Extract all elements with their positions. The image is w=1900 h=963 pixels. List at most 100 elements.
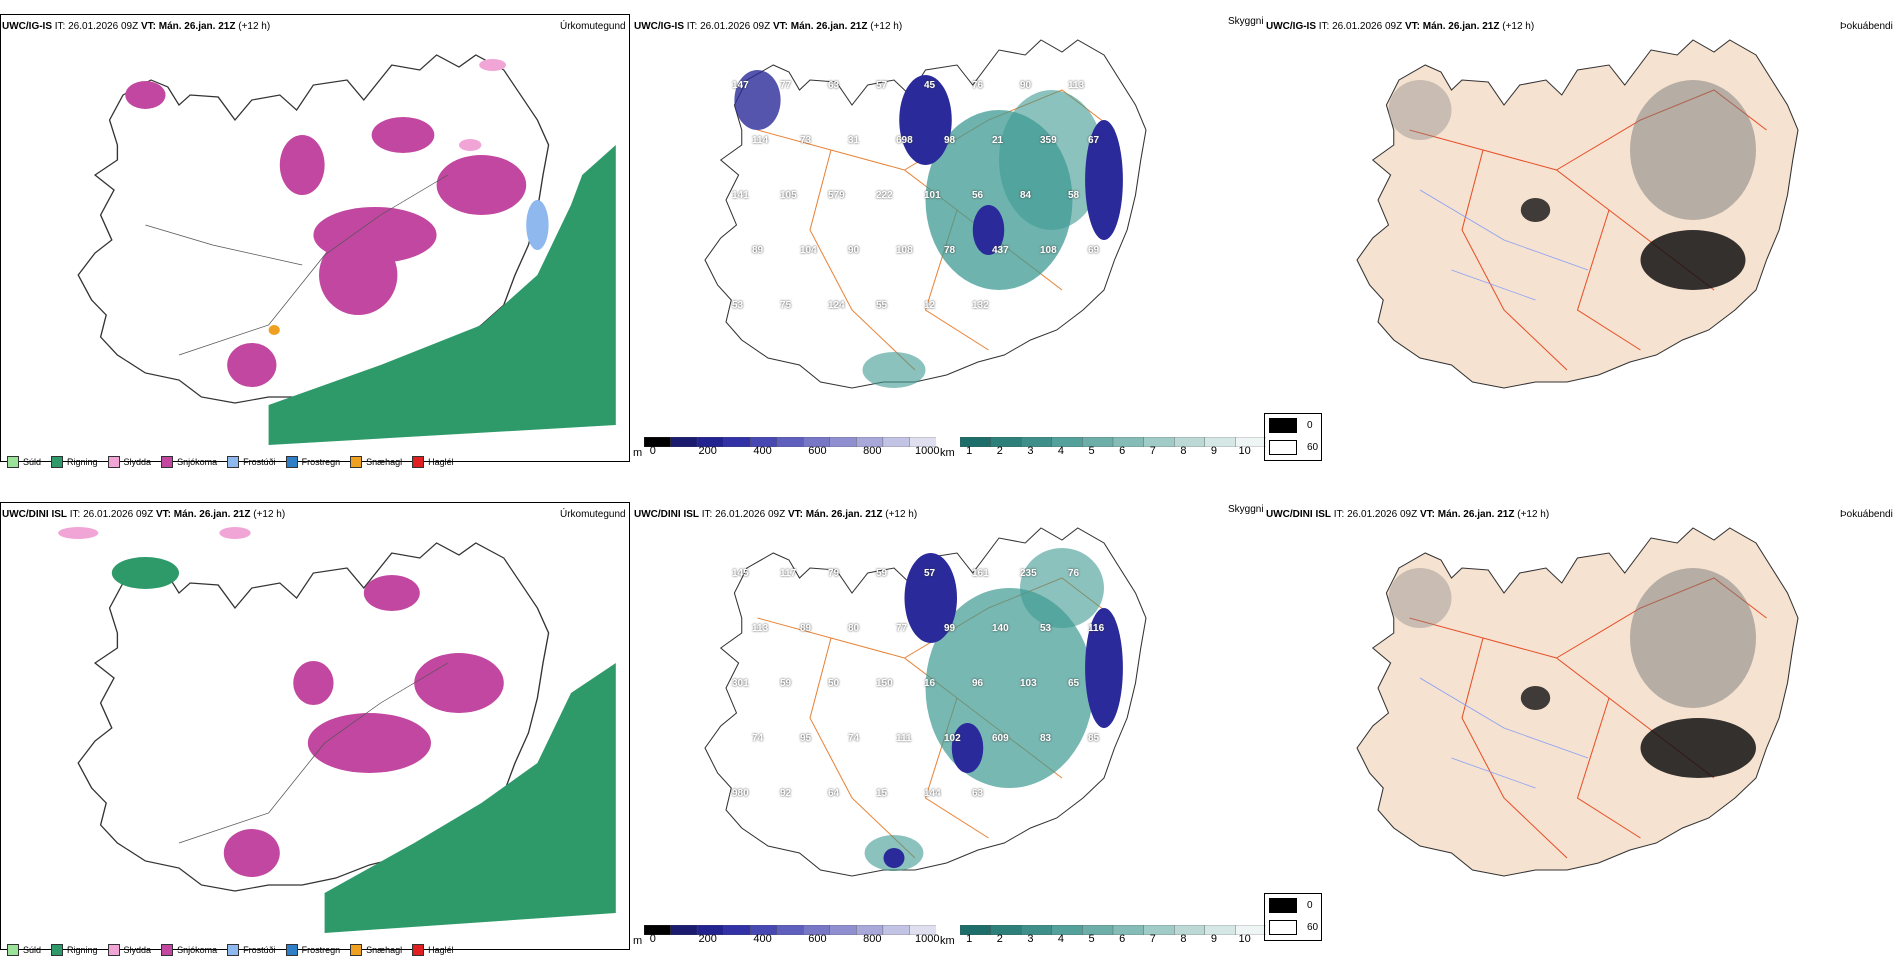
colorbar-segment [644,925,672,935]
colorbar-tick-label: 200 [698,933,717,945]
rain-area [268,145,616,445]
visibility-value-label: 76 [1068,568,1080,579]
visibility-value-label: 15 [876,788,888,799]
road-line [178,662,449,844]
model-row-dini-isl: Súld Rigning Slydda Snjókoma Frostúði Fr… [0,488,1900,963]
fog-swatch [1269,440,1297,455]
precip-legend: Súld Rigning Slydda Snjókoma Frostúði Fr… [7,937,463,963]
legend-item: Rigning [51,456,98,468]
legend-item: Snæhagl [350,944,402,956]
visibility-value-label: 105 [780,190,797,201]
visibility-value-label: 144 [924,788,941,799]
snow-area [436,155,527,215]
legend-swatch [107,456,120,468]
visibility-value-label: 78 [944,245,956,256]
visibility-value-label: 16 [924,678,936,689]
panel-title: UWC/DINI ISL IT: 26.01.2026 09Z VT: Mán.… [2,509,285,520]
legend-swatch [412,944,425,956]
fog-swatch [1269,418,1297,433]
legend-item: Súld [7,944,41,956]
vis-deep-area [972,205,1005,255]
colorbar-tick-label: 200 [698,445,717,457]
colorbar-segment [1021,437,1053,447]
visibility-value-label: 124 [828,300,845,311]
visibility-value-label: 95 [800,733,812,744]
fog-map [1356,527,1799,877]
visibility-value-label: 113 [752,623,769,634]
visibility-value-label: 74 [848,733,860,744]
legend-label: Haglél [428,945,454,955]
visibility-value-label: 65 [1068,678,1080,689]
visibility-value-label: 147 [732,80,749,91]
colorbar-tick-label: 1 [966,933,973,945]
precip-map [58,527,616,933]
fog-area [1640,718,1756,778]
legend-swatch [412,456,425,468]
colorbar-km [960,437,1266,447]
visibility-value-label: 90 [848,245,860,256]
fog-area [1388,568,1452,628]
visibility-value-label: 83 [1040,733,1052,744]
rain-area [324,663,616,933]
legend-swatch [51,944,64,956]
colorbar-tick-label: 1 [966,445,973,457]
visibility-value-label: 53 [732,300,744,311]
visibility-value-label: 101 [924,190,941,201]
legend-item: Haglél [412,456,454,468]
colorbar-tick-label: 6 [1119,445,1126,457]
colorbar-tick-label: 3 [1027,933,1034,945]
colorbar-tick-label: 400 [753,445,772,457]
legend-swatch [350,456,363,468]
panel-type-label: Skyggni [1228,504,1264,515]
colorbar-km [960,925,1266,935]
colorbar-tick-label: 2 [996,445,1003,457]
legend-item: Frostúði [227,944,276,956]
colorbar-tick-label: 1000 [914,445,940,457]
colorbar-tick-label: 600 [808,445,827,457]
legend-item: Snjókoma [161,456,217,468]
visibility-value-label: 108 [896,245,913,256]
fog-panel: UWC/IG-IS IT: 26.01.2026 09Z VT: Mán. 26… [1264,0,1896,475]
colorbar-segment [723,437,751,447]
colorbar-segment [1021,925,1053,935]
legend-label: Súld [23,457,42,467]
valid-time: VT: Mán. 26.jan. 21Z [1419,509,1515,520]
legend-swatch [7,944,19,956]
colorbar-segment [1143,925,1175,935]
visibility-value-label: 67 [1088,135,1100,146]
visibility-value-label: 117 [780,568,797,579]
colorbar-tick-label: 600 [808,933,827,945]
visibility-value-label: 96 [972,678,984,689]
valid-time: VT: Mán. 26.jan. 21Z [1404,21,1500,32]
lead-time: (+12 h) [238,21,271,32]
legend-swatch [7,456,19,468]
vis-teal-area [1020,548,1104,628]
fog-legend-label: 60 [1307,922,1319,933]
visibility-value-label: 222 [876,190,893,201]
visibility-value-label: 103 [1020,678,1037,689]
snow-area [293,661,334,705]
visibility-value-label: 235 [1020,568,1037,579]
visibility-map [704,39,1147,389]
visibility-value-label: 45 [924,80,936,91]
panel-type-label: Þokuábendi [1840,509,1893,520]
visibility-value-label: 437 [992,245,1009,256]
colorbar-segment [909,925,936,935]
legend-label: Slydda [123,457,152,467]
visibility-value-label: 63 [972,788,984,799]
visibility-value-label: 579 [828,190,845,201]
colorbar-segment [909,437,936,447]
colorbar-tick-label: 7 [1149,933,1156,945]
legend-label: Snæhagl [366,945,403,955]
precip-type-panel: Súld Rigning Slydda Snjókoma Frostúði Fr… [0,488,632,963]
snow-area [279,135,325,195]
colorbar-segment [1235,437,1266,447]
visibility-value-label: 102 [944,733,961,744]
rivers [1419,677,1589,789]
legend-label: Rigning [67,457,98,467]
colorbar-m [644,925,936,935]
precip-map-frame: Súld Rigning Slydda Snjókoma Frostúði Fr… [0,14,630,468]
snow-area [227,343,277,387]
vis-teal-area [999,90,1104,230]
legend-label: Rigning [67,945,98,955]
